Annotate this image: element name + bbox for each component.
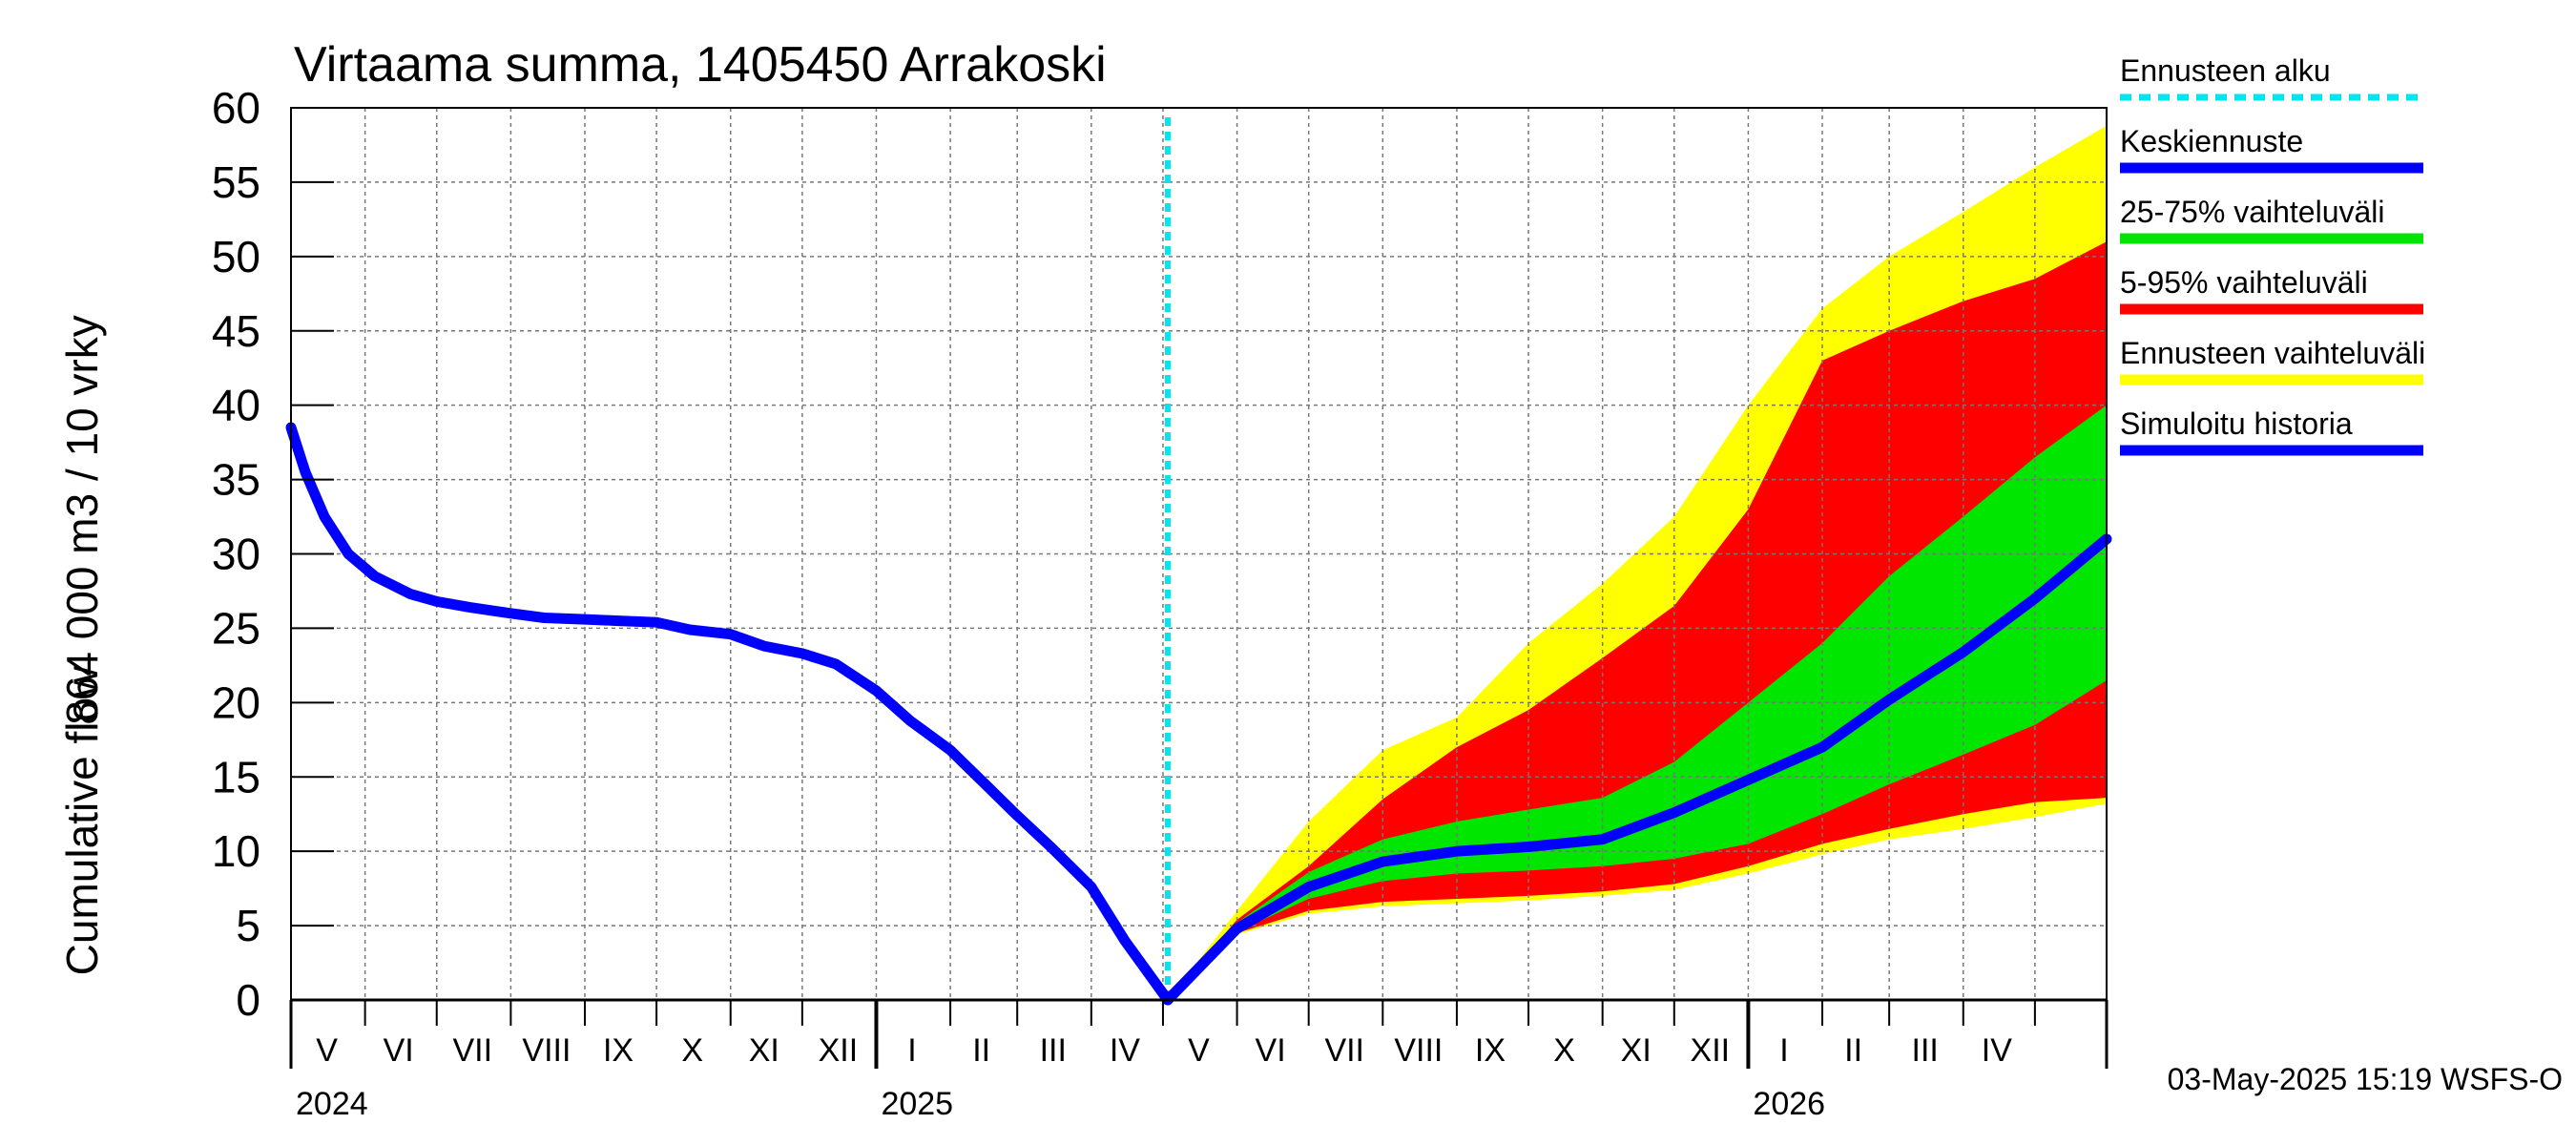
month-label: II	[1844, 1032, 1862, 1069]
legend-label: Simuloitu historia	[2120, 406, 2353, 441]
legend-label: Keskiennuste	[2120, 124, 2303, 158]
forecast-bands	[1167, 125, 2107, 1001]
year-label: 2025	[881, 1086, 953, 1122]
axes	[289, 107, 2109, 1069]
year-label: 2024	[296, 1086, 368, 1122]
legend-label: Ennusteen alku	[2120, 53, 2331, 88]
band-25-75	[1167, 405, 2107, 1001]
month-label: VI	[1256, 1032, 1286, 1069]
month-label: XII	[819, 1032, 859, 1069]
month-label: VIII	[1394, 1032, 1443, 1069]
band-5-95	[1167, 241, 2107, 1000]
y-tick-label: 15	[212, 752, 260, 802]
y-tick-label: 35	[212, 455, 260, 505]
legend: Ennusteen alku Keskiennuste 25-75% vaihtel…	[2120, 53, 2425, 456]
month-label: III	[1040, 1032, 1067, 1069]
legend-label: 5-95% vaihteluväli	[2120, 265, 2368, 300]
series-lines	[285, 117, 2112, 1006]
y-tick-label: 5	[236, 901, 260, 950]
month-label: IV	[1110, 1032, 1140, 1069]
y-tick-label: 20	[212, 677, 260, 727]
month-label: VII	[1324, 1032, 1364, 1069]
grid	[291, 107, 2107, 1001]
month-label: XII	[1691, 1032, 1731, 1069]
month-label: V	[1188, 1032, 1210, 1069]
y-tick-label: 10	[212, 826, 260, 876]
y-axis-label-bottom: Cumulative flow	[57, 665, 107, 975]
footer-timestamp: 03-May-2025 15:19 WSFS-O	[2168, 1062, 2563, 1096]
month-label: X	[681, 1032, 703, 1069]
month-label: IX	[1475, 1032, 1506, 1069]
month-label: III	[1912, 1032, 1939, 1069]
chart-title: Virtaama summa, 1405450 Arrakoski	[294, 37, 1107, 93]
year-label: 2026	[1753, 1086, 1825, 1122]
month-label: II	[972, 1032, 990, 1069]
legend-label: 25-75% vaihteluväli	[2120, 195, 2385, 229]
y-tick-label: 55	[212, 157, 260, 207]
y-tick-label: 45	[212, 306, 260, 356]
y-tick-label: 40	[212, 381, 260, 430]
month-label: X	[1553, 1032, 1575, 1069]
y-tick-label: 60	[212, 83, 260, 133]
simulated-history-line	[285, 422, 1174, 1006]
y-tick-label: 25	[212, 603, 260, 653]
legend-label: Ennusteen vaihteluväli	[2120, 336, 2425, 370]
month-label: VIII	[522, 1032, 571, 1069]
x-axis-labels: V VI VII VIII IX X XI XII I II III IV V VI VII VIII IX X X…	[296, 1032, 2012, 1122]
y-tick-label: 50	[212, 232, 260, 281]
month-label: VI	[384, 1032, 414, 1069]
median-forecast-line	[1162, 533, 2112, 1006]
month-label: XI	[1621, 1032, 1652, 1069]
y-axis-label-top: 864 000 m3 / 10 vrky	[57, 315, 107, 725]
y-axis-tick-labels: 0 5 10 15 20 25 30 35 40 45 50 55 60	[212, 83, 260, 1025]
month-label: V	[316, 1032, 338, 1069]
month-label: I	[907, 1032, 916, 1069]
month-label: XI	[749, 1032, 779, 1069]
month-label: IX	[603, 1032, 634, 1069]
month-label: IV	[1982, 1032, 2012, 1069]
month-label: I	[1779, 1032, 1788, 1069]
y-tick-label: 30	[212, 530, 260, 579]
month-label: VII	[453, 1032, 493, 1069]
y-tick-label: 0	[236, 975, 260, 1025]
